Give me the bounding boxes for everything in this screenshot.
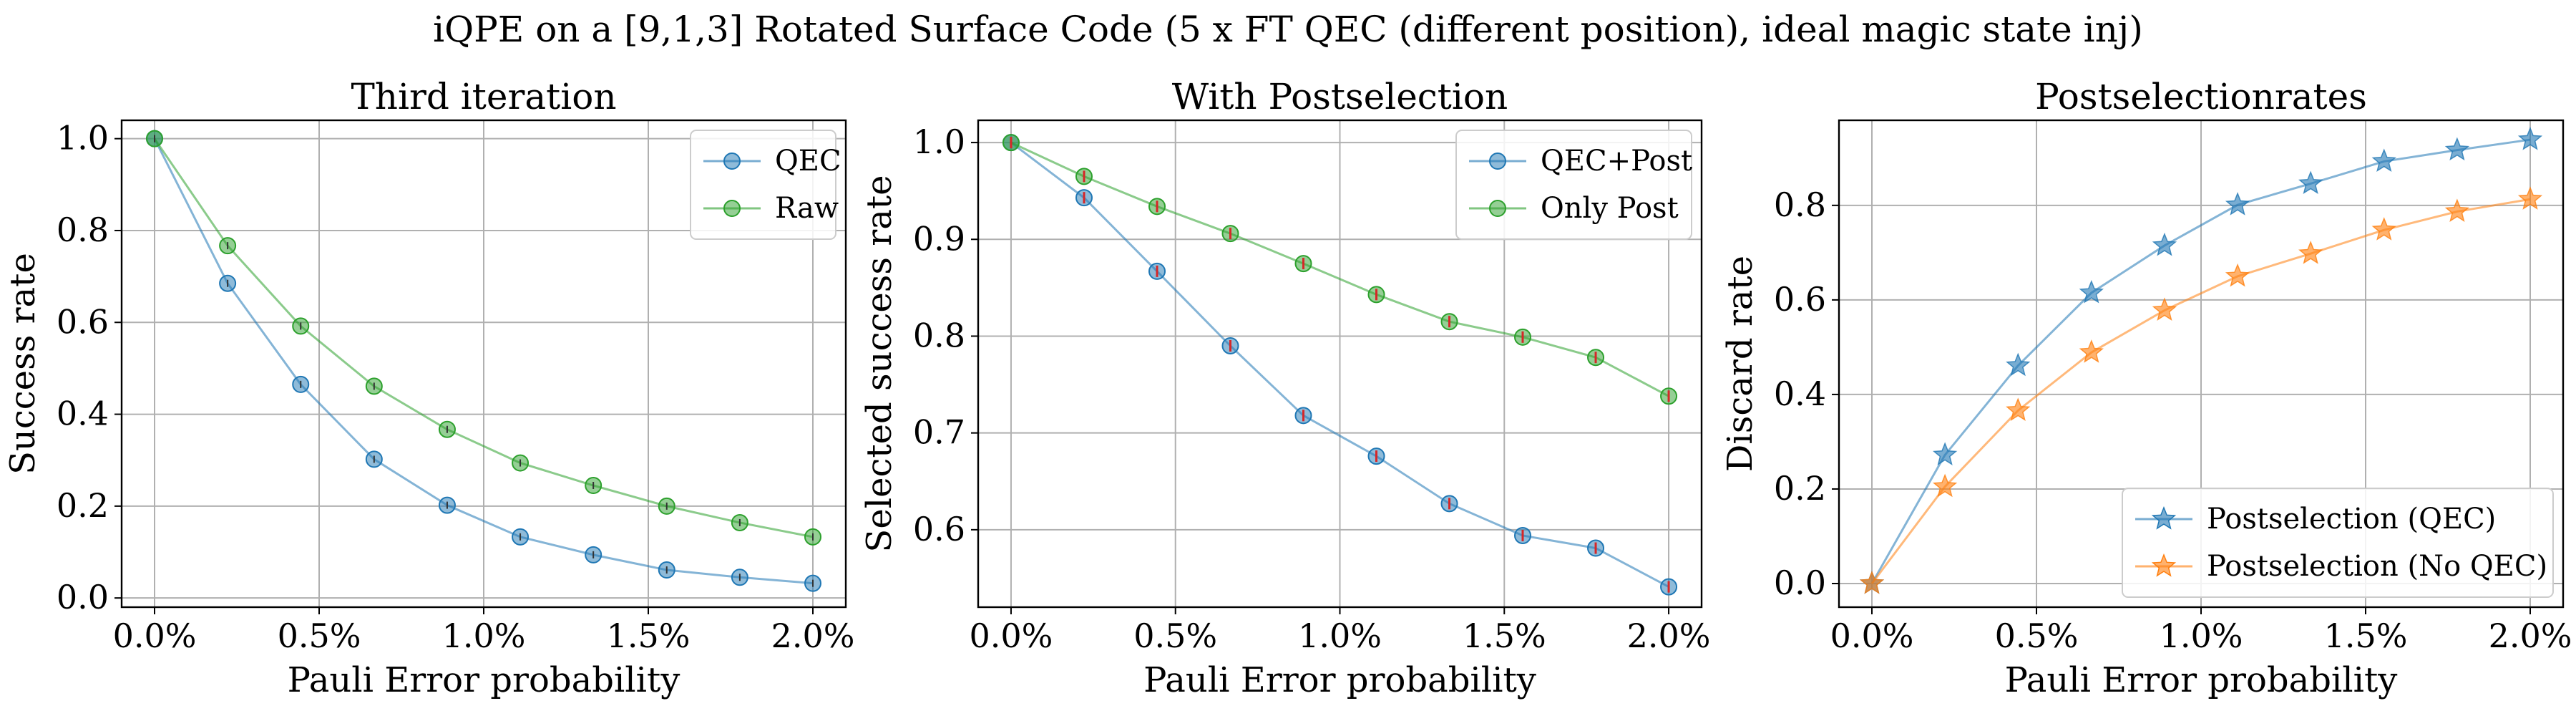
x-axis-label: Pauli Error probability xyxy=(288,660,680,700)
series-line xyxy=(1010,141,1669,588)
data-point xyxy=(2225,263,2250,287)
data-point xyxy=(2225,192,2250,216)
x-tick-label: 1.5% xyxy=(2324,616,2408,655)
y-tick-label: 1.0 xyxy=(57,119,109,158)
legend-marker xyxy=(723,200,741,217)
panel-title: With Postselection xyxy=(1172,76,1508,117)
x-tick-label: 1.0% xyxy=(2160,616,2243,655)
data-point xyxy=(2517,127,2543,150)
legend-label: Raw xyxy=(775,192,839,225)
y-tick-label: 0.8 xyxy=(913,316,965,354)
y-axis-label: Discard rate xyxy=(1720,256,1760,472)
plot-frame xyxy=(1838,119,2565,609)
y-axis-label: Success rate xyxy=(3,253,43,475)
y-tick-label: 0.2 xyxy=(57,486,109,525)
y-tick-label: 1.0 xyxy=(913,122,965,161)
y-tick-label: 0.6 xyxy=(57,302,109,341)
series-line xyxy=(153,137,814,538)
y-tick-label: 0.4 xyxy=(1774,374,1826,413)
x-axis-label: Pauli Error probability xyxy=(2005,660,2398,700)
data-point xyxy=(2517,186,2543,210)
y-tick-label: 0.4 xyxy=(57,395,109,433)
x-tick-label: 2.0% xyxy=(2489,616,2572,655)
legend-marker xyxy=(2151,553,2177,577)
data-point xyxy=(2444,198,2470,222)
legend-box xyxy=(2122,488,2554,598)
figure-suptitle: iQPE on a [9,1,3] Rotated Surface Code (… xyxy=(433,9,2143,50)
series-line xyxy=(1870,198,2531,584)
x-tick-label: 1.5% xyxy=(607,616,691,655)
legend-label: QEC+Post xyxy=(1541,145,1692,178)
legend: Postselection (QEC) Postselection (No QEC… xyxy=(2122,488,2554,598)
data-point xyxy=(2371,217,2396,241)
x-tick-label: 2.0% xyxy=(771,616,855,655)
legend-box xyxy=(1455,130,1692,240)
data-point xyxy=(2079,279,2104,304)
legend-label: QEC xyxy=(775,145,841,178)
x-tick-label: 0.5% xyxy=(1995,616,2079,655)
data-point xyxy=(2298,241,2323,264)
data-point xyxy=(2371,148,2396,173)
data-point xyxy=(2006,352,2031,377)
series-line xyxy=(1870,138,2531,584)
x-axis-label: Pauli Error probability xyxy=(1143,660,1536,700)
x-tick-label: 0.0% xyxy=(1830,616,1914,655)
x-tick-label: 1.5% xyxy=(1463,616,1546,655)
y-tick-label: 0.9 xyxy=(913,219,965,258)
x-tick-label: 2.0% xyxy=(1627,616,1711,655)
x-tick-label: 0.5% xyxy=(1133,616,1217,655)
y-axis-label: Selected success rate xyxy=(859,175,899,552)
y-tick-label: 0.8 xyxy=(57,211,109,249)
x-tick-label: 0.0% xyxy=(113,616,197,655)
data-point xyxy=(1932,473,1958,498)
legend-marker xyxy=(723,153,741,170)
data-point xyxy=(2152,297,2177,321)
y-tick-label: 0.7 xyxy=(913,413,965,452)
plot-frame xyxy=(120,119,847,609)
y-tick-label: 0.8 xyxy=(1774,185,1826,224)
data-point xyxy=(2298,170,2323,195)
panel-with-postselection: With Postselection 0.0% 0.5% 1.0% 1.5% 2.0% 0.… xyxy=(859,76,1710,700)
panel-postselection-rates: Postselectionrates 0.0% 0.5% 1.0% 1.5% 2.0% 0.… xyxy=(1720,76,2572,700)
legend-label: Postselection (No QEC) xyxy=(2207,550,2547,583)
data-point xyxy=(2444,137,2470,161)
legend-marker xyxy=(2151,505,2177,530)
x-tick-label: 0.0% xyxy=(970,616,1053,655)
legend-marker xyxy=(1489,200,1506,217)
y-tick-label: 0.2 xyxy=(1774,469,1826,508)
legend-marker xyxy=(1489,153,1506,170)
y-tick-label: 0.0 xyxy=(1774,563,1826,602)
x-tick-label: 1.0% xyxy=(1298,616,1382,655)
y-tick-label: 0.6 xyxy=(1774,280,1826,319)
panel-title: Postselectionrates xyxy=(2035,76,2367,117)
panel-third-iteration: Third iteration 0.0% 0.5% 1.0% 1.5% 2.0% 0.0 0.… xyxy=(3,76,854,700)
data-point xyxy=(2079,339,2104,363)
panel-title: Third iteration xyxy=(351,76,616,117)
x-tick-label: 0.5% xyxy=(278,616,361,655)
legend: QEC Raw xyxy=(690,130,841,240)
data-point xyxy=(1932,442,1958,465)
series-line xyxy=(153,137,814,585)
data-point xyxy=(1859,570,1885,594)
x-tick-label: 1.0% xyxy=(442,616,526,655)
legend-label: Only Post xyxy=(1541,192,1679,225)
legend-label: Postselection (QEC) xyxy=(2207,503,2496,536)
y-tick-label: 0.6 xyxy=(913,510,965,548)
y-tick-label: 0.0 xyxy=(57,578,109,616)
plot-frame xyxy=(977,119,1703,609)
data-point xyxy=(2152,232,2177,256)
series-line xyxy=(1010,141,1669,397)
legend: QEC+Post Only Post xyxy=(1455,130,1692,240)
data-point xyxy=(2006,397,2031,421)
